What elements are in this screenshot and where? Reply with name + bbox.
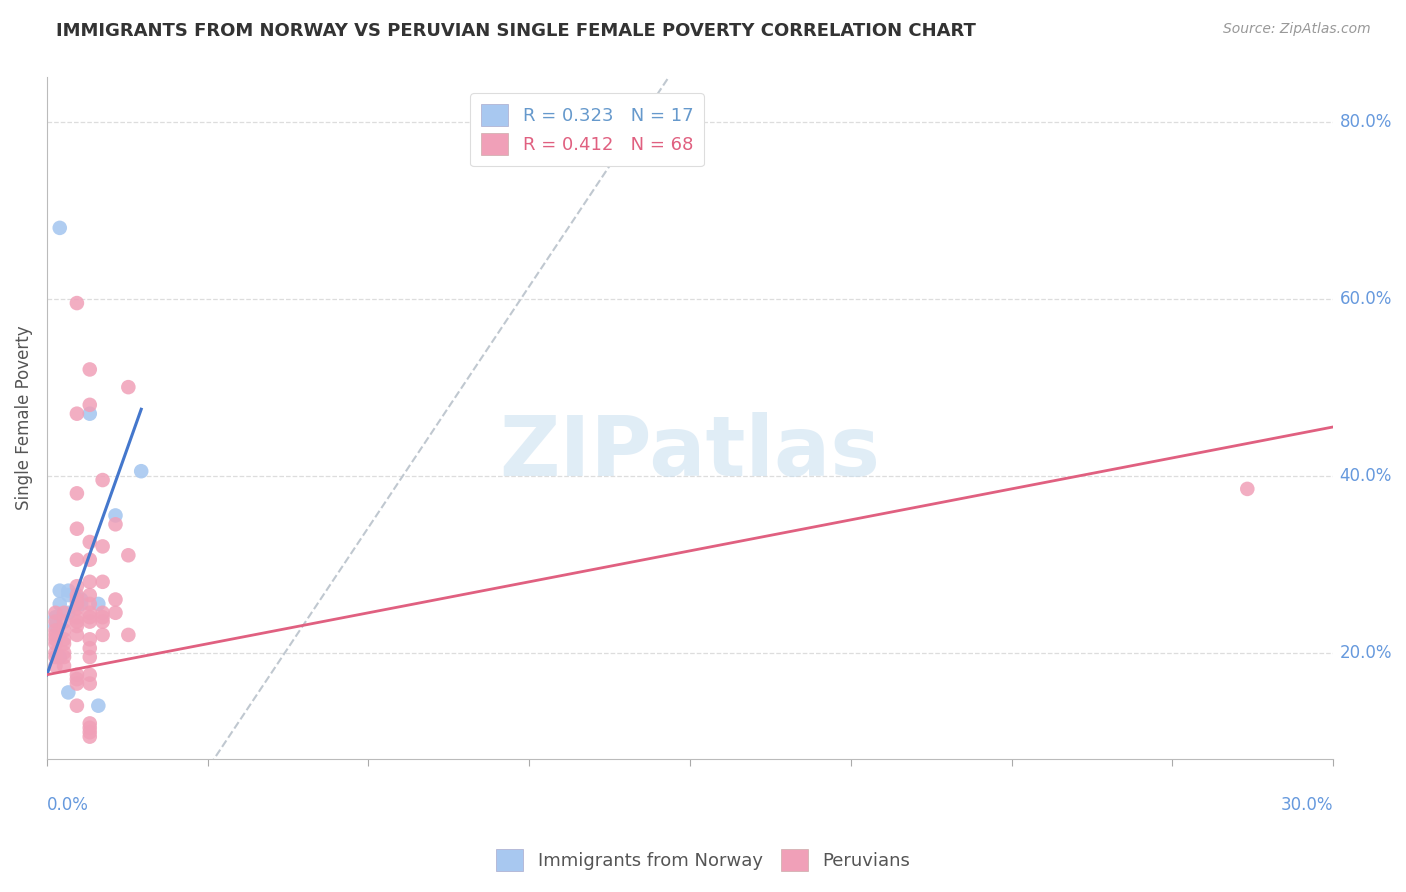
Point xyxy=(66,579,89,593)
Point xyxy=(48,583,70,598)
Point xyxy=(66,610,89,624)
Text: 60.0%: 60.0% xyxy=(1340,290,1392,308)
Point xyxy=(53,650,76,665)
Point xyxy=(1236,482,1258,496)
Point xyxy=(53,606,76,620)
Point xyxy=(53,637,76,651)
Point xyxy=(91,473,114,487)
Point xyxy=(79,632,101,647)
Point xyxy=(79,730,101,744)
Point xyxy=(44,619,66,633)
Point xyxy=(53,632,76,647)
Point xyxy=(66,628,89,642)
Point xyxy=(87,597,110,611)
Point xyxy=(79,574,101,589)
Point xyxy=(58,685,80,699)
Point xyxy=(53,624,76,638)
Point xyxy=(44,650,66,665)
Point xyxy=(91,574,114,589)
Point xyxy=(91,628,114,642)
Point xyxy=(53,615,76,629)
Point xyxy=(79,407,101,421)
Text: 30.0%: 30.0% xyxy=(1281,797,1333,814)
Point xyxy=(58,606,80,620)
Point xyxy=(91,615,114,629)
Point xyxy=(58,583,80,598)
Point xyxy=(79,667,101,681)
Point xyxy=(79,552,101,566)
Point xyxy=(91,606,114,620)
Point xyxy=(79,610,101,624)
Point xyxy=(66,698,89,713)
Point xyxy=(79,725,101,739)
Point xyxy=(79,535,101,549)
Point xyxy=(44,606,66,620)
Point xyxy=(104,508,127,523)
Text: 20.0%: 20.0% xyxy=(1340,644,1392,662)
Point xyxy=(66,486,89,500)
Point xyxy=(44,646,66,660)
Point xyxy=(66,552,89,566)
Point xyxy=(44,658,66,673)
Point xyxy=(87,698,110,713)
Point xyxy=(117,380,139,394)
Point xyxy=(79,588,101,602)
Point xyxy=(66,672,89,686)
Point xyxy=(79,398,101,412)
Point xyxy=(66,615,89,629)
Point xyxy=(66,601,89,615)
Point xyxy=(58,588,80,602)
Point xyxy=(79,650,101,665)
Point xyxy=(66,667,89,681)
Point xyxy=(48,650,70,665)
Point xyxy=(48,220,70,235)
Point xyxy=(117,628,139,642)
Point xyxy=(70,597,93,611)
Point xyxy=(79,362,101,376)
Point xyxy=(79,676,101,690)
Point xyxy=(79,721,101,735)
Point xyxy=(117,548,139,562)
Point xyxy=(44,632,66,647)
Point xyxy=(79,641,101,656)
Point xyxy=(79,597,101,611)
Point xyxy=(104,592,127,607)
Point xyxy=(53,646,76,660)
Point xyxy=(91,540,114,554)
Point xyxy=(44,628,66,642)
Text: 40.0%: 40.0% xyxy=(1340,467,1392,484)
Point xyxy=(79,615,101,629)
Point xyxy=(66,296,89,310)
Point xyxy=(66,407,89,421)
Point xyxy=(44,637,66,651)
Point xyxy=(129,464,152,478)
Point xyxy=(44,615,66,629)
Text: ZIPatlas: ZIPatlas xyxy=(499,412,880,492)
Text: 0.0%: 0.0% xyxy=(46,797,89,814)
Point xyxy=(66,522,89,536)
Point xyxy=(66,592,89,607)
Point xyxy=(44,624,66,638)
Point xyxy=(104,606,127,620)
Point xyxy=(48,597,70,611)
Point xyxy=(66,597,89,611)
Point xyxy=(66,588,89,602)
Point xyxy=(66,676,89,690)
Point xyxy=(104,517,127,532)
Point xyxy=(53,658,76,673)
Point xyxy=(79,716,101,731)
Point xyxy=(66,619,89,633)
Point xyxy=(91,610,114,624)
Text: IMMIGRANTS FROM NORWAY VS PERUVIAN SINGLE FEMALE POVERTY CORRELATION CHART: IMMIGRANTS FROM NORWAY VS PERUVIAN SINGL… xyxy=(56,22,976,40)
Text: Source: ZipAtlas.com: Source: ZipAtlas.com xyxy=(1223,22,1371,37)
Point xyxy=(44,610,66,624)
Y-axis label: Single Female Poverty: Single Female Poverty xyxy=(15,326,32,510)
Point xyxy=(70,592,93,607)
Legend: R = 0.323   N = 17, R = 0.412   N = 68: R = 0.323 N = 17, R = 0.412 N = 68 xyxy=(470,94,704,166)
Legend: Immigrants from Norway, Peruvians: Immigrants from Norway, Peruvians xyxy=(489,842,917,879)
Text: 80.0%: 80.0% xyxy=(1340,112,1392,131)
Point xyxy=(79,606,101,620)
